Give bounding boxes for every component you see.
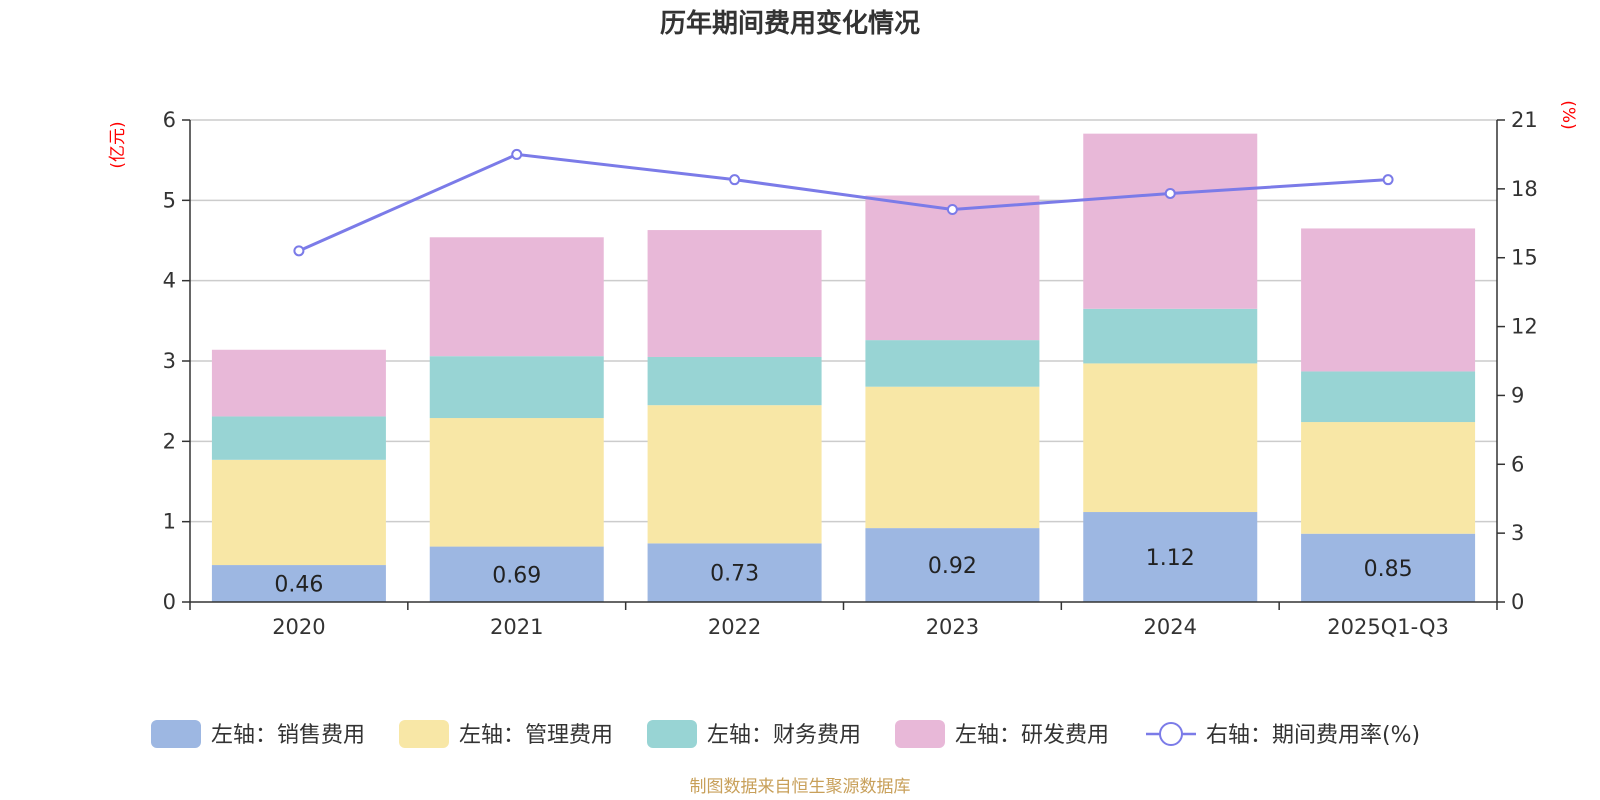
bar-segment: [1301, 422, 1476, 534]
ratio-point: [1164, 187, 1176, 199]
left-axis-tick-label: 6: [163, 108, 176, 132]
left-axis-tick-label: 3: [163, 349, 176, 373]
x-axis-tick-label: 2022: [708, 615, 761, 639]
grid-lines: [190, 119, 1497, 523]
legend-label: 左轴：销售费用: [211, 723, 365, 748]
legend-label: 左轴：财务费用: [707, 723, 861, 748]
bar-segment: [647, 356, 822, 406]
x-axis-tick-label: 2025Q1-Q3: [1327, 615, 1449, 639]
left-axis-tick-label: 5: [163, 188, 176, 212]
ratio-point: [729, 174, 741, 186]
bar-segment: [211, 416, 386, 460]
right-axis-tick-label: 6: [1511, 452, 1524, 476]
bar-segment: [1301, 228, 1476, 372]
right-axis-tick-label: 0: [1511, 590, 1524, 614]
bar-segment: [1083, 133, 1258, 309]
ratio-point: [1382, 174, 1394, 186]
bar-segment: [647, 405, 822, 544]
legend-label: 右轴：期间费用率(%): [1206, 723, 1420, 748]
legend-line-marker: [1159, 722, 1183, 746]
left-axis-tick-label: 0: [163, 590, 176, 614]
x-axis-tick-label: 2020: [272, 615, 325, 639]
right-axis-tick-label: 15: [1511, 246, 1538, 270]
bar-segment: [865, 340, 1040, 387]
x-axis-tick-label: 2021: [490, 615, 543, 639]
x-axis-tick-label: 2023: [926, 615, 979, 639]
bar-segment: [429, 418, 604, 547]
right-axis-unit: (%): [1558, 100, 1578, 129]
legend-label: 左轴：研发费用: [955, 723, 1109, 748]
data-labels: 0.46 0.69 0.73 0.92 1.12 0.85: [274, 546, 1412, 598]
bar-segment: [647, 543, 822, 602]
legend: 左轴：销售费用 左轴：管理费用 左轴：财务费用 左轴：研发费用 右轴：期间费用率(%): [151, 720, 1420, 748]
bar-segment: [865, 195, 1040, 341]
bar-segment: [211, 349, 386, 417]
chart-title: 历年期间费用变化情况: [660, 8, 920, 39]
data-label: 0.92: [928, 554, 977, 579]
right-axis-tick-label: 21: [1511, 108, 1538, 132]
legend-swatch: [895, 720, 945, 748]
bar-segment: [1083, 363, 1258, 513]
ratio-line: [298, 152, 1389, 253]
right-axis-tick-label: 3: [1511, 521, 1524, 545]
legend-label: 左轴：管理费用: [459, 723, 613, 748]
data-label: 0.46: [274, 573, 323, 598]
expense-ratio-line: [293, 148, 1394, 257]
bar-segment: [211, 459, 386, 566]
left-axis-tick-label: 1: [163, 510, 176, 534]
bar-segment: [1083, 512, 1258, 602]
legend-swatch: [647, 720, 697, 748]
data-label: 0.73: [710, 562, 759, 587]
source-note: 制图数据来自恒生聚源数据库: [690, 777, 911, 797]
data-label: 0.85: [1364, 557, 1413, 582]
legend-swatch: [399, 720, 449, 748]
ratio-point: [293, 245, 305, 257]
left-axis-tick-label: 2: [163, 429, 176, 453]
ratio-point: [511, 148, 523, 160]
bar-segment: [1083, 308, 1258, 364]
bars: [211, 133, 1476, 602]
bar-segment: [429, 356, 604, 419]
legend-swatch: [151, 720, 201, 748]
x-axis-tick-label: 2024: [1144, 615, 1197, 639]
bar-segment: [1301, 371, 1476, 423]
left-axis-tick-label: 4: [163, 269, 176, 293]
bar-segment: [1301, 533, 1476, 602]
data-label: 0.69: [492, 563, 541, 588]
right-axis-tick-label: 9: [1511, 383, 1524, 407]
bar-segment: [429, 546, 604, 602]
bar-segment: [865, 528, 1040, 602]
bar-segment: [429, 237, 604, 357]
left-axis-unit: (亿元): [108, 121, 128, 168]
data-label: 1.12: [1146, 546, 1195, 571]
bar-segment: [647, 230, 822, 357]
bar-segment: [865, 386, 1040, 529]
ratio-point: [946, 204, 958, 216]
bar-segment: [211, 565, 386, 602]
right-axis-tick-label: 12: [1511, 315, 1538, 339]
right-axis-tick-label: 18: [1511, 177, 1538, 201]
